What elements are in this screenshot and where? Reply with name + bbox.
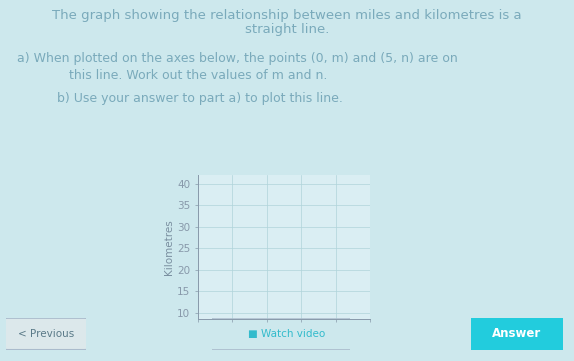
Text: The graph showing the relationship between miles and kilometres is a: The graph showing the relationship betwe… bbox=[52, 9, 522, 22]
Text: < Previous: < Previous bbox=[18, 329, 74, 339]
Text: ■ Watch video: ■ Watch video bbox=[249, 329, 325, 339]
Text: Answer: Answer bbox=[492, 327, 541, 340]
Text: a) When plotted on the axes below, the points (0, m) and (5, n) are on: a) When plotted on the axes below, the p… bbox=[17, 52, 458, 65]
Y-axis label: Kilometres: Kilometres bbox=[164, 219, 174, 275]
FancyBboxPatch shape bbox=[461, 316, 572, 352]
Text: b) Use your answer to part a) to plot this line.: b) Use your answer to part a) to plot th… bbox=[57, 92, 343, 105]
FancyBboxPatch shape bbox=[1, 318, 91, 349]
Text: this line. Work out the values of m and n.: this line. Work out the values of m and … bbox=[69, 69, 327, 82]
Text: straight line.: straight line. bbox=[245, 23, 329, 36]
